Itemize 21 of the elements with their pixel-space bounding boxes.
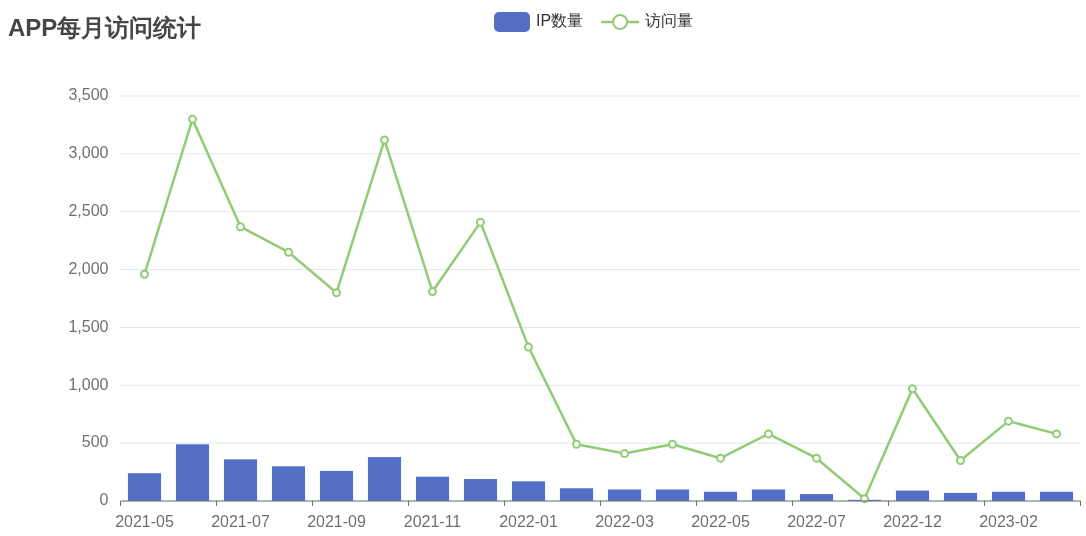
y-tick-label: 0 bbox=[99, 491, 109, 509]
x-tick-label: 2021-11 bbox=[403, 513, 462, 530]
y-tick-label: 500 bbox=[81, 433, 109, 451]
x-tick-label: 2022-03 bbox=[595, 513, 654, 530]
x-tick-label: 2022-07 bbox=[787, 513, 846, 530]
x-tick-label: 2021-07 bbox=[211, 513, 270, 530]
y-tick-label: 1,000 bbox=[68, 375, 109, 393]
x-tick-label: 2022-01 bbox=[499, 513, 558, 530]
x-tick-label: 2021-09 bbox=[307, 513, 366, 530]
x-tick-label: 2021-05 bbox=[115, 513, 174, 530]
legend-label: IP数量 bbox=[536, 12, 584, 30]
chart-title: APP每月访问统计 bbox=[8, 14, 202, 41]
x-tick-label: 2022-05 bbox=[691, 513, 750, 530]
y-tick-label: 3,000 bbox=[68, 144, 109, 162]
y-tick-label: 2,500 bbox=[68, 201, 109, 219]
x-tick-label: 2023-02 bbox=[979, 513, 1038, 530]
y-tick-label: 1,500 bbox=[68, 317, 109, 335]
y-tick-label: 3,500 bbox=[68, 86, 109, 104]
x-tick-label: 2022-12 bbox=[883, 513, 942, 530]
legend-label: 访问量 bbox=[645, 12, 694, 30]
y-tick-label: 2,000 bbox=[68, 259, 109, 277]
